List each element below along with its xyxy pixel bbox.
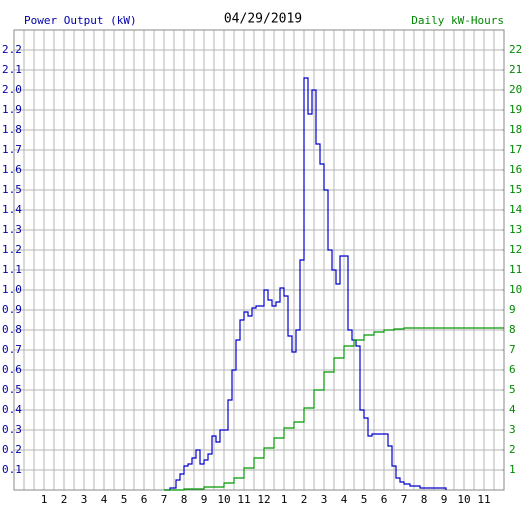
y2-tick-label: 11 — [509, 263, 522, 276]
x-tick-label: 2 — [61, 493, 68, 506]
x-tick-label: 6 — [381, 493, 388, 506]
y-tick-label: 2.2 — [2, 43, 22, 56]
y-tick-label: 0.5 — [2, 383, 22, 396]
y2-tick-label: 16 — [509, 163, 522, 176]
y-tick-label: 0.9 — [2, 303, 22, 316]
x-tick-label: 11 — [237, 493, 250, 506]
x-tick-label: 10 — [457, 493, 470, 506]
y2-tick-label: 2 — [509, 443, 516, 456]
y2-axis-label: Daily kW-Hours — [411, 14, 504, 27]
y-tick-label: 2.0 — [2, 83, 22, 96]
y-tick-label: 1.9 — [2, 103, 22, 116]
y2-tick-label: 8 — [509, 323, 516, 336]
y2-tick-label: 4 — [509, 403, 516, 416]
x-tick-label: 10 — [217, 493, 230, 506]
y-tick-label: 1.2 — [2, 243, 22, 256]
x-tick-label: 8 — [421, 493, 428, 506]
data-line — [164, 327, 504, 491]
y2-tick-label: 3 — [509, 423, 516, 436]
x-tick-label: 1 — [41, 493, 48, 506]
y2-tick-label: 18 — [509, 123, 522, 136]
y2-tick-label: 17 — [509, 143, 522, 156]
plot-border — [13, 29, 505, 491]
y2-tick-label: 13 — [509, 223, 522, 236]
y2-tick-label: 9 — [509, 303, 516, 316]
x-tick-label: 4 — [341, 493, 348, 506]
y-tick-label: 0.1 — [2, 463, 22, 476]
x-tick-label: 12 — [257, 493, 270, 506]
y-tick-label: 1.1 — [2, 263, 22, 276]
y-tick-label: 0.4 — [2, 403, 22, 416]
y-tick-label: 0.6 — [2, 363, 22, 376]
y-tick-label: 2.1 — [2, 63, 22, 76]
y-tick-label: 1.6 — [2, 163, 22, 176]
x-tick-label: 11 — [477, 493, 490, 506]
y-tick-label: 0.8 — [2, 323, 22, 336]
x-tick-label: 5 — [361, 493, 368, 506]
x-tick-label: 7 — [161, 493, 168, 506]
x-tick-label: 3 — [321, 493, 328, 506]
y-tick-label: 1.4 — [2, 203, 22, 216]
y-tick-label: 0.7 — [2, 343, 22, 356]
y-tick-label: 1.5 — [2, 183, 22, 196]
x-tick-label: 9 — [201, 493, 208, 506]
x-tick-label: 3 — [81, 493, 88, 506]
x-tick-label: 6 — [141, 493, 148, 506]
y-axis-label: Power Output (kW) — [24, 14, 137, 27]
y-tick-label: 1.3 — [2, 223, 22, 236]
chart-title: 04/29/2019 — [224, 12, 302, 27]
y2-tick-label: 15 — [509, 183, 522, 196]
y2-tick-label: 22 — [509, 43, 522, 56]
y2-tick-label: 7 — [509, 343, 516, 356]
y2-tick-label: 10 — [509, 283, 522, 296]
y-tick-label: 0.2 — [2, 443, 22, 456]
x-tick-label: 8 — [181, 493, 188, 506]
y2-tick-label: 19 — [509, 103, 522, 116]
y2-tick-label: 20 — [509, 83, 522, 96]
x-tick-label: 2 — [301, 493, 308, 506]
x-tick-label: 7 — [401, 493, 408, 506]
y-tick-label: 1.8 — [2, 123, 22, 136]
y-tick-label: 0.3 — [2, 423, 22, 436]
y-tick-label: 1.0 — [2, 283, 22, 296]
y2-tick-label: 5 — [509, 383, 516, 396]
y2-tick-label: 12 — [509, 243, 522, 256]
x-tick-label: 4 — [101, 493, 108, 506]
x-tick-label: 1 — [281, 493, 288, 506]
x-tick-label: 5 — [121, 493, 128, 506]
y2-tick-label: 21 — [509, 63, 522, 76]
y2-tick-label: 14 — [509, 203, 523, 216]
y2-tick-label: 6 — [509, 363, 516, 376]
y-tick-label: 1.7 — [2, 143, 22, 156]
data-line — [164, 77, 447, 491]
y2-tick-label: 1 — [509, 463, 516, 476]
x-tick-label: 9 — [441, 493, 448, 506]
